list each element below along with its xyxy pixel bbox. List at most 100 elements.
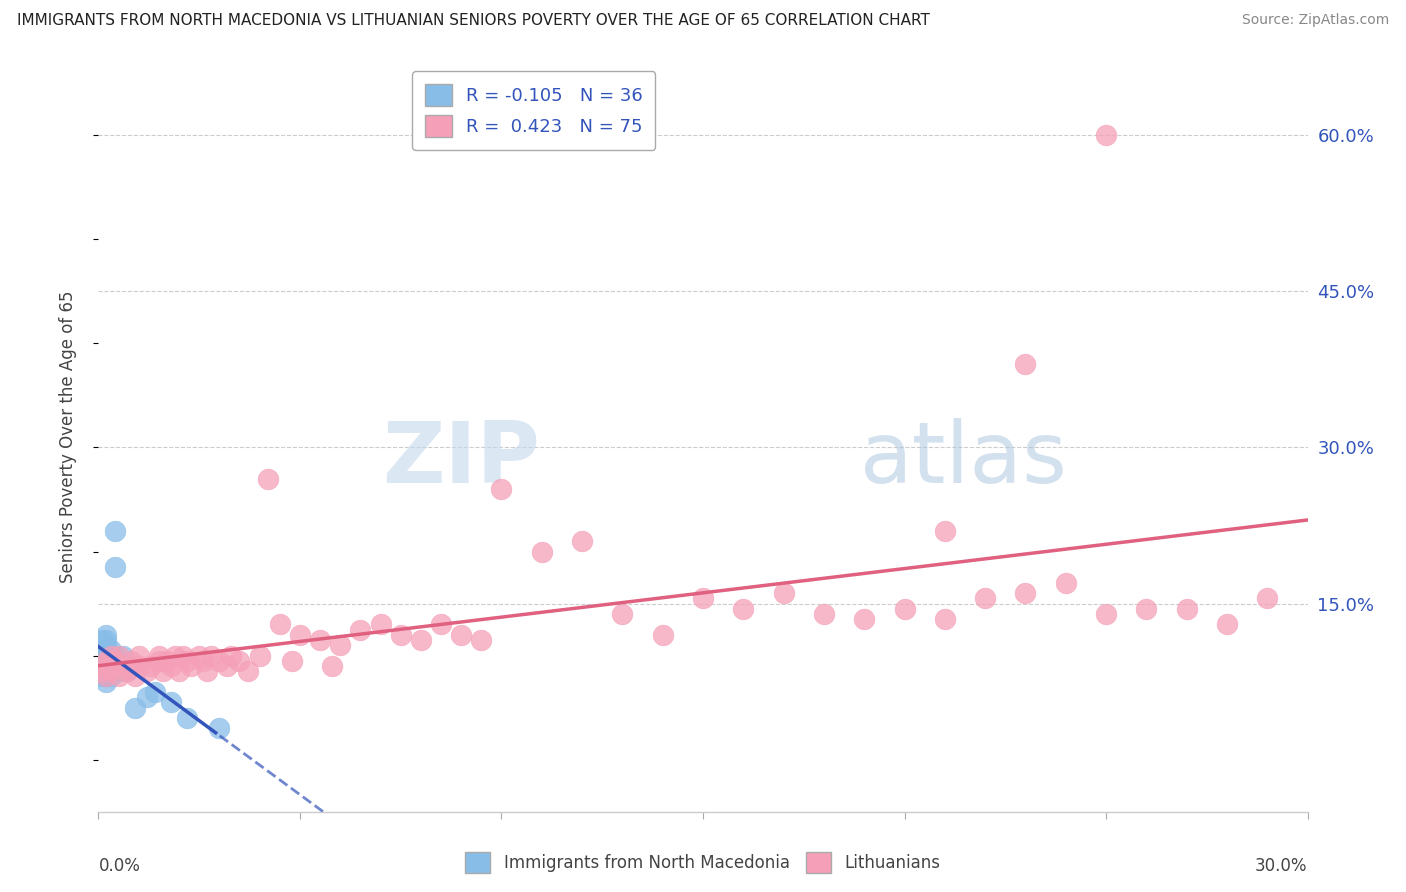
Point [100, 648, 122, 663]
Point [115, 664, 138, 679]
Point [128, 659, 150, 673]
Point [100, 669, 122, 683]
Text: atlas: atlas [860, 418, 1069, 501]
Point [100, 664, 122, 679]
Point [180, 659, 202, 673]
Point [934, 612, 956, 626]
Point [96, 638, 118, 652]
Point [135, 664, 157, 679]
Point [208, 722, 231, 736]
Point [256, 472, 278, 486]
Point [96, 669, 118, 683]
Point [221, 648, 243, 663]
Point [143, 685, 166, 699]
Point [96, 659, 118, 673]
Point [329, 638, 352, 652]
Point [370, 617, 392, 632]
Text: 0.0%: 0.0% [98, 856, 141, 875]
Text: Source: ZipAtlas.com: Source: ZipAtlas.com [1241, 13, 1389, 28]
Point [100, 659, 122, 673]
Point [176, 711, 198, 725]
Point [100, 664, 122, 679]
Point [934, 524, 956, 538]
Point [172, 648, 194, 663]
Point [96, 654, 118, 668]
Point [160, 659, 183, 673]
Point [450, 628, 472, 642]
Point [107, 664, 129, 679]
Point [288, 628, 311, 642]
Point [103, 560, 125, 574]
Point [135, 690, 157, 705]
Point [200, 648, 222, 663]
Point [91, 638, 114, 652]
Point [96, 648, 118, 663]
Point [115, 664, 138, 679]
Point [96, 664, 118, 679]
Point [103, 659, 125, 673]
Point [103, 524, 125, 538]
Point [1135, 602, 1157, 616]
Point [195, 664, 218, 679]
Point [100, 648, 122, 663]
Point [100, 654, 122, 668]
Point [124, 669, 146, 683]
Point [1095, 128, 1118, 143]
Point [96, 674, 118, 689]
Point [107, 654, 129, 668]
Point [491, 482, 513, 496]
Point [107, 648, 129, 663]
Point [974, 591, 997, 606]
Legend: R = -0.105   N = 36, R =  0.423   N = 75: R = -0.105 N = 36, R = 0.423 N = 75 [412, 71, 655, 150]
Point [91, 659, 114, 673]
Point [176, 654, 198, 668]
Point [96, 633, 118, 648]
Point [430, 617, 453, 632]
Point [91, 664, 114, 679]
Point [1216, 617, 1239, 632]
Point [733, 602, 755, 616]
Point [148, 648, 170, 663]
Point [91, 643, 114, 657]
Point [530, 544, 553, 558]
Point [100, 643, 122, 657]
Point [120, 654, 142, 668]
Point [571, 534, 593, 549]
Point [853, 612, 876, 626]
Point [160, 696, 183, 710]
Point [772, 586, 794, 600]
Point [91, 654, 114, 668]
Y-axis label: Seniors Poverty Over the Age of 65: Seniors Poverty Over the Age of 65 [59, 291, 77, 583]
Point [1095, 607, 1118, 621]
Point [1175, 602, 1198, 616]
Point [111, 659, 134, 673]
Point [470, 633, 492, 648]
Point [128, 648, 150, 663]
Point [163, 648, 186, 663]
Point [813, 607, 835, 621]
Point [1014, 586, 1036, 600]
Point [349, 623, 371, 637]
Text: ZIP: ZIP [382, 418, 540, 501]
Point [111, 648, 134, 663]
Point [124, 700, 146, 714]
Point [188, 648, 211, 663]
Legend: Immigrants from North Macedonia, Lithuanians: Immigrants from North Macedonia, Lithuan… [458, 846, 948, 880]
Point [152, 664, 174, 679]
Point [148, 654, 170, 668]
Point [193, 654, 215, 668]
Point [91, 648, 114, 663]
Point [1256, 591, 1278, 606]
Point [107, 669, 129, 683]
Point [167, 664, 190, 679]
Point [91, 659, 114, 673]
Point [309, 633, 332, 648]
Point [389, 628, 412, 642]
Text: IMMIGRANTS FROM NORTH MACEDONIA VS LITHUANIAN SENIORS POVERTY OVER THE AGE OF 65: IMMIGRANTS FROM NORTH MACEDONIA VS LITHU… [17, 13, 929, 29]
Point [893, 602, 915, 616]
Point [96, 654, 118, 668]
Point [91, 669, 114, 683]
Point [236, 664, 259, 679]
Point [103, 654, 125, 668]
Point [103, 659, 125, 673]
